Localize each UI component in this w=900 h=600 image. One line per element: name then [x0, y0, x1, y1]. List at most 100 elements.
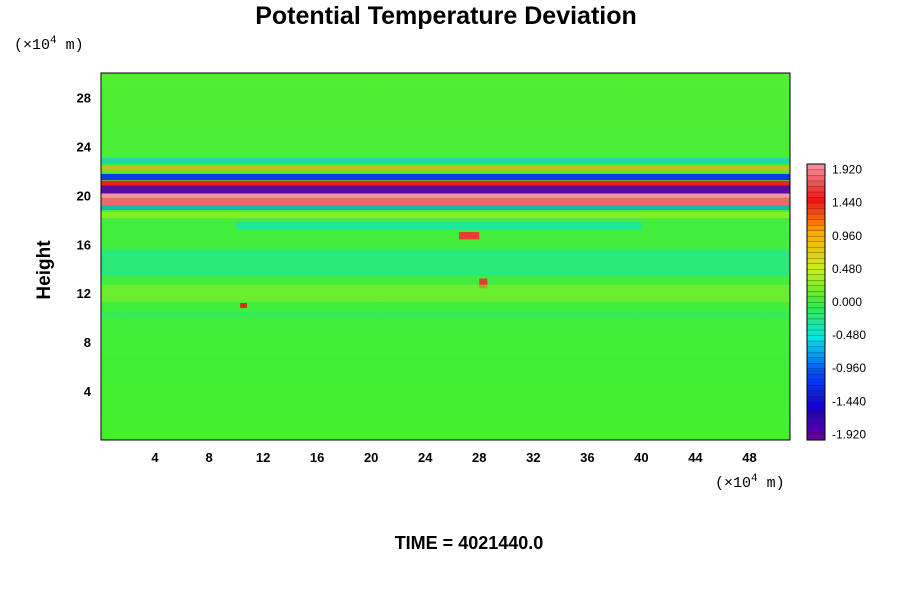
- colorbar-band: [806, 296, 826, 303]
- colorbar-band: [806, 384, 826, 391]
- colorbar-tick-label: 0.000: [832, 295, 862, 309]
- y-tick-label: 8: [84, 335, 91, 350]
- colorbar-band: [806, 301, 826, 309]
- colorbar-band: [806, 307, 826, 314]
- field-band-9: [236, 222, 642, 230]
- colorbar-band: [806, 351, 826, 358]
- field-band-6: [101, 158, 790, 165]
- colorbar-band: [806, 417, 826, 424]
- x-tick-label: 20: [364, 450, 378, 465]
- colorbar-band: [806, 395, 826, 402]
- field-band-4: [101, 173, 790, 181]
- colorbar-band: [806, 423, 826, 430]
- colorbar-tick-label: 0.960: [832, 229, 862, 243]
- colorbar-tick-label: -1.920: [832, 427, 866, 441]
- y-tick-label: 20: [77, 188, 91, 203]
- colorbar-band: [806, 373, 826, 380]
- colorbar-band: [806, 285, 826, 292]
- colorbar-band: [806, 334, 826, 342]
- field-band-15: [101, 312, 790, 319]
- colorbar-band: [806, 191, 826, 198]
- colorbar-band: [806, 163, 826, 171]
- colorbar-band: [806, 340, 826, 347]
- x-tick-label: 36: [580, 450, 594, 465]
- colorbar-band: [806, 312, 826, 320]
- chart-title: Potential Temperature Deviation: [255, 2, 637, 30]
- field-band-7: [101, 205, 790, 211]
- x-axis-unit: (×104 m): [715, 473, 785, 492]
- x-tick-label: 24: [418, 450, 433, 465]
- y-tick-label: 28: [77, 90, 91, 105]
- colorbar-ticks: 1.920 1.440 0.960 0.480 0.000 -0.480 -0.960 -1.…: [832, 163, 866, 442]
- colorbar-band: [806, 235, 826, 242]
- field-layer: [101, 158, 790, 319]
- field-band-2: [101, 184, 790, 194]
- y-tick-label: 16: [77, 237, 91, 252]
- colorbar-band: [806, 379, 826, 386]
- colorbar-band: [806, 224, 826, 231]
- x-axis-ticks: 4 8 12 16 20 24 28 32 36 40 44 48: [151, 450, 756, 465]
- colorbar-band: [806, 213, 826, 220]
- y-tick-label: 24: [77, 139, 92, 154]
- colorbar-band: [806, 362, 826, 369]
- colorbar-band: [806, 174, 826, 182]
- colorbar-band: [806, 428, 826, 436]
- colorbar-bands: [806, 163, 826, 441]
- colorbar-band: [806, 268, 826, 275]
- field-band-10: [459, 232, 480, 240]
- field-band-5: [101, 165, 790, 171]
- colorbar-band: [806, 279, 826, 286]
- colorbar-tick-label: 0.480: [832, 262, 862, 276]
- field-band-8: [101, 211, 790, 218]
- y-axis-ticks: 4 8 12 16 20 24 28: [77, 90, 92, 399]
- colorbar-band: [806, 274, 826, 281]
- colorbar-band: [806, 357, 826, 364]
- colorbar-band: [806, 230, 826, 237]
- colorbar-band: [806, 257, 826, 264]
- colorbar-band: [806, 290, 826, 298]
- plot-area: [101, 73, 790, 440]
- field-band-14: [240, 302, 247, 308]
- field-band-12: [101, 249, 790, 277]
- x-tick-label: 44: [688, 450, 703, 465]
- x-tick-label: 4: [151, 450, 159, 465]
- colorbar-band: [806, 263, 826, 270]
- colorbar-band: [806, 412, 826, 419]
- colorbar-band: [806, 401, 826, 408]
- x-tick-label: 16: [310, 450, 324, 465]
- field-band-13: [101, 284, 790, 302]
- colorbar-frame: [806, 163, 826, 441]
- colorbar-band: [806, 346, 826, 353]
- x-tick-label: 48: [742, 450, 756, 465]
- colorbar-band: [806, 323, 826, 331]
- y-tick-label: 12: [77, 286, 91, 301]
- colorbar-band: [806, 252, 826, 259]
- colorbar-band: [806, 406, 826, 413]
- colorbar-tick-label: -1.440: [832, 394, 866, 408]
- colorbar-band: [806, 196, 826, 204]
- colorbar-tick-label: 1.440: [832, 196, 862, 210]
- y-axis-unit: (×104 m): [14, 35, 84, 54]
- time-label: TIME = 4021440.0: [395, 533, 544, 553]
- y-axis-label: Height: [34, 240, 55, 300]
- colorbar-band: [806, 368, 826, 375]
- field-band-11: [479, 278, 488, 289]
- colorbar-tick-label: -0.960: [832, 361, 866, 375]
- colorbar-tick-label: -0.480: [832, 328, 866, 342]
- colorbar-band: [806, 219, 826, 226]
- colorbar-band: [806, 180, 826, 187]
- colorbar-tick-label: 1.920: [832, 163, 862, 177]
- y-tick-label: 4: [84, 384, 92, 399]
- x-tick-label: 40: [634, 450, 648, 465]
- colorbar-band: [806, 208, 826, 215]
- x-tick-label: 28: [472, 450, 486, 465]
- colorbar: 1.920 1.440 0.960 0.480 0.000 -0.480 -0.960 -1.…: [806, 163, 866, 442]
- colorbar-band: [806, 169, 826, 176]
- colorbar-band: [806, 185, 826, 193]
- colorbar-band: [806, 329, 826, 336]
- colorbar-band: [806, 241, 826, 248]
- field-band-0: [101, 192, 790, 199]
- colorbar-band: [806, 390, 826, 397]
- x-tick-label: 12: [256, 450, 270, 465]
